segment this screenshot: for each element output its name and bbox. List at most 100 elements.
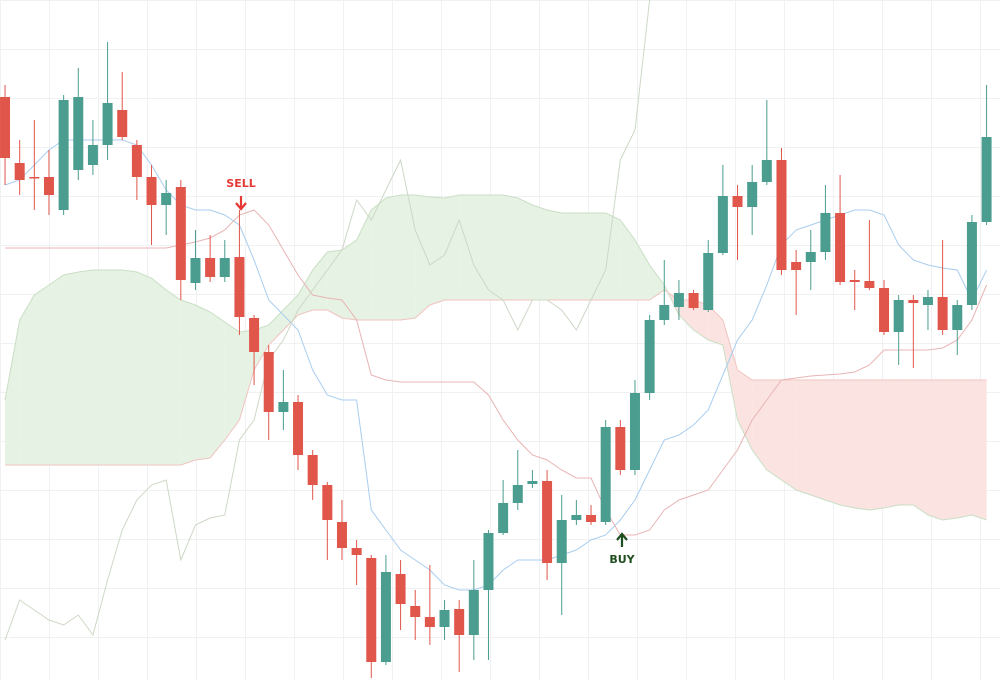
cloud-span-b xyxy=(5,289,987,466)
cloud-fill xyxy=(766,380,782,480)
candle-body xyxy=(922,297,933,305)
annotation-label: SELL xyxy=(226,177,255,190)
candle-body xyxy=(747,182,758,207)
cloud-fill xyxy=(210,312,225,458)
candle-body xyxy=(395,574,406,604)
cloud-fill xyxy=(107,270,123,465)
cloud-fill xyxy=(547,210,562,300)
cloud-fill xyxy=(561,213,577,300)
cloud-fill xyxy=(341,240,357,320)
cloud-fill xyxy=(884,380,899,508)
cloud-fill xyxy=(400,195,416,320)
cloud-fill xyxy=(5,320,20,465)
candle-body xyxy=(58,100,69,210)
cloud-fill xyxy=(576,213,592,300)
cloud-fill xyxy=(898,380,914,505)
candle-body xyxy=(117,110,128,137)
candle-body xyxy=(717,196,728,253)
cloud-fill xyxy=(796,380,811,495)
candle-body xyxy=(805,252,816,262)
cloud-fill xyxy=(957,380,972,518)
cloud-fill xyxy=(327,250,342,318)
candle-body xyxy=(512,485,523,503)
cloud-fill xyxy=(19,295,35,465)
cloud-fill xyxy=(34,285,49,465)
cloud-fill xyxy=(48,275,64,465)
candle-body xyxy=(43,177,54,195)
candle-body xyxy=(0,97,11,158)
cloud-fill xyxy=(913,380,928,515)
candle-body xyxy=(776,160,787,270)
cloud-fill xyxy=(942,380,958,520)
cloud-fill xyxy=(503,195,518,300)
candle-body xyxy=(908,300,919,303)
cloud-fill xyxy=(854,380,870,510)
candle-body xyxy=(615,427,626,470)
candle-body xyxy=(131,145,142,177)
candle-body xyxy=(87,145,98,165)
cloud-fill xyxy=(224,322,240,440)
candle-body xyxy=(366,558,377,662)
candle-body xyxy=(175,187,186,280)
cloud-fill xyxy=(298,270,313,315)
candle-body xyxy=(410,606,421,617)
candle-body xyxy=(29,177,40,179)
cloud-fill xyxy=(473,195,489,300)
cloud-fill xyxy=(151,278,167,465)
cloud-fill xyxy=(971,380,987,520)
candle-body xyxy=(278,402,289,412)
cloud-fill xyxy=(840,380,855,508)
candle-body xyxy=(791,262,802,270)
candle-body xyxy=(966,222,977,305)
candle-body xyxy=(556,520,567,563)
candle-body xyxy=(761,160,772,182)
candle-body xyxy=(263,352,274,412)
cloud-fill xyxy=(781,380,797,490)
candle-body xyxy=(937,297,948,330)
annotation-label: BUY xyxy=(609,553,635,566)
candle-body xyxy=(893,300,904,332)
candle-body xyxy=(146,177,157,205)
cloud-fill xyxy=(605,213,621,300)
cloud-span-a xyxy=(4,194,987,521)
cloud-fill xyxy=(78,270,93,465)
candle-body xyxy=(879,288,890,332)
cloud-fill xyxy=(356,210,372,320)
cloud-fill xyxy=(927,380,943,520)
candle-body xyxy=(835,213,846,282)
cloud-fill xyxy=(136,272,152,465)
candle-body xyxy=(439,610,450,627)
candle-body xyxy=(73,97,84,170)
cloud-fill xyxy=(722,320,738,420)
candle-body xyxy=(336,522,347,548)
cloud-fill xyxy=(517,198,533,300)
candle-body xyxy=(498,503,509,533)
cloud-fill xyxy=(122,270,137,465)
cloud-fill xyxy=(649,265,665,300)
candle-body xyxy=(468,590,479,635)
candle-body xyxy=(688,293,699,308)
cloud-fill xyxy=(429,197,445,305)
cloud-fill xyxy=(810,380,826,500)
indicator-line xyxy=(4,0,651,641)
candle-body xyxy=(249,318,260,352)
candle-body xyxy=(849,280,860,282)
cloud-fill xyxy=(166,290,181,465)
cloud-fill xyxy=(180,300,196,465)
cloud-fill xyxy=(752,380,767,470)
candle-body xyxy=(424,617,435,627)
candle-body xyxy=(644,320,655,393)
cloud-fill xyxy=(634,240,650,300)
candle-body xyxy=(820,213,831,252)
candle-body xyxy=(483,533,494,590)
cloud-fill xyxy=(459,195,474,300)
candle-body xyxy=(161,193,172,205)
candle-body xyxy=(542,481,553,563)
candle-body xyxy=(14,163,25,180)
candle-body xyxy=(659,305,670,320)
cloud-fill xyxy=(415,195,430,318)
cloud-fill xyxy=(239,330,255,420)
candle-body xyxy=(600,427,611,522)
